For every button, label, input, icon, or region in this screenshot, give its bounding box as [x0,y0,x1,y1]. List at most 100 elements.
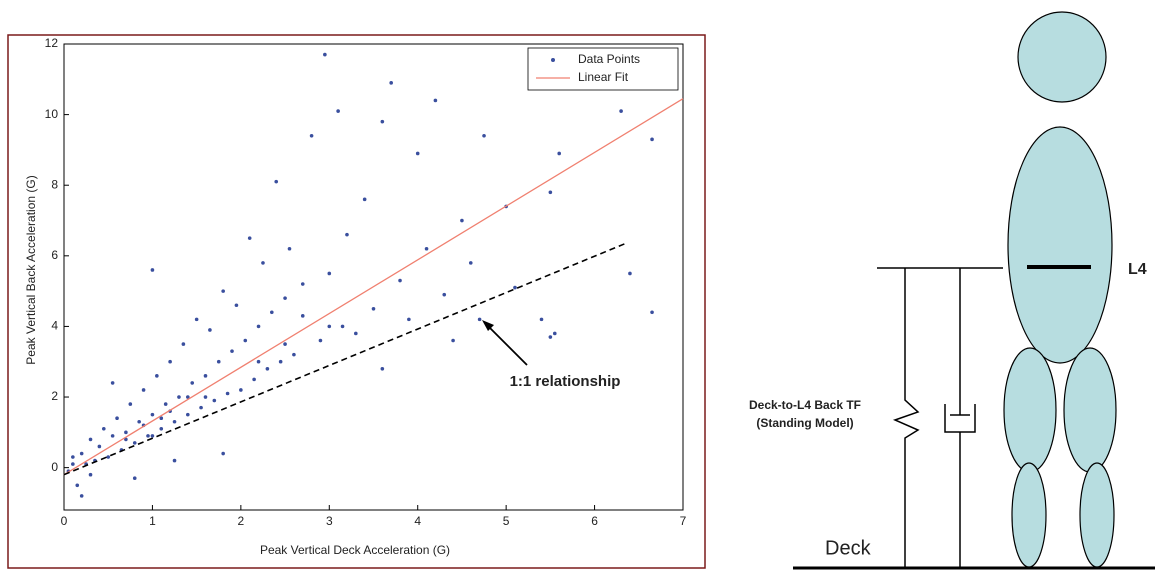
y-tick-label: 12 [45,36,59,50]
data-point [292,352,296,357]
annotation: 1:1 relationship [510,373,621,390]
data-point [477,317,482,322]
data-point [362,197,367,202]
y-tick-label: 2 [51,389,58,403]
data-point [172,458,177,463]
deck-label: Deck [825,537,872,559]
chart-frame [7,34,706,569]
data-point [283,296,287,300]
data-point [181,342,186,346]
data-point [407,317,411,322]
damper [944,268,976,568]
data-point [380,119,385,124]
data-point [190,381,195,385]
data-point [101,427,106,431]
x-tick-label: 3 [326,514,333,528]
data-point [327,324,332,329]
data-point [128,402,133,406]
data-point [221,289,225,293]
data-point [539,317,544,322]
data-point [186,395,190,399]
data-point [398,278,402,283]
data-point [433,98,438,103]
data-point [460,218,464,223]
data-point [221,451,225,456]
data-point [309,133,314,138]
data-point [132,476,137,481]
reference-line [63,242,626,476]
data-point [482,133,486,138]
data-point [115,416,119,421]
data-point [71,455,75,459]
y-tick-label: 4 [51,319,58,333]
data-point [442,292,447,297]
x-tick-label: 7 [680,514,687,528]
x-tick-label: 0 [61,514,68,528]
data-point [256,359,261,364]
data-point [389,81,393,85]
data-point [230,349,234,353]
data-point [424,246,429,251]
data-point [208,328,212,332]
spring [892,268,920,568]
y-axis-label: Peak Vertical Back Acceleration (G) [24,175,38,364]
data-point [199,405,203,410]
data-point [155,374,159,378]
data-point [106,455,111,459]
data-point [132,441,137,445]
data-point [110,434,115,438]
data-point [124,430,128,435]
y-tick-label: 6 [51,248,58,262]
data-point [552,331,557,336]
data-point [619,109,623,113]
lower-leg [1011,462,1047,568]
data-point [256,324,261,329]
x-tick-label: 5 [503,514,510,528]
data-point [216,359,221,364]
data-point [650,137,654,142]
data-point [168,359,172,364]
data-point [172,419,177,424]
plot-area [63,43,684,511]
data-point [323,52,327,57]
upper-leg [1003,347,1057,473]
data-point [225,391,230,396]
data-point [261,261,265,265]
data-point [354,331,358,336]
x-tick-label: 4 [414,514,421,528]
data-point [300,282,305,286]
data-point [186,412,190,417]
data-point [340,324,345,329]
data-point [150,268,155,272]
data-point [468,261,473,265]
data-point [513,285,517,290]
data-point [75,483,80,488]
data-point [110,381,115,385]
annotation-arrow [483,321,528,366]
data-point [141,388,146,392]
head [1017,11,1107,103]
data-point [548,190,553,195]
y-tick-label: 10 [45,107,59,121]
legend-marker [551,58,555,62]
data-point [650,310,654,315]
diagram: L4 Deck-to-L4 Back TF (Standing Model) D… [749,11,1155,570]
data-point [300,314,305,318]
torso [1007,126,1113,364]
data-point [234,303,239,308]
model-label: (Standing Model) [756,416,853,430]
model-label: Deck-to-L4 Back TF [749,398,861,412]
legend-label: Linear Fit [578,70,629,84]
data-point [163,402,168,406]
x-tick-label: 6 [591,514,598,528]
legend-box [527,47,679,91]
lower-leg [1079,462,1115,568]
data-point [124,437,128,442]
data-point [203,374,208,378]
y-tick-label: 0 [51,460,58,474]
data-point [97,444,102,449]
data-point [287,246,292,251]
fit-line [63,98,684,476]
